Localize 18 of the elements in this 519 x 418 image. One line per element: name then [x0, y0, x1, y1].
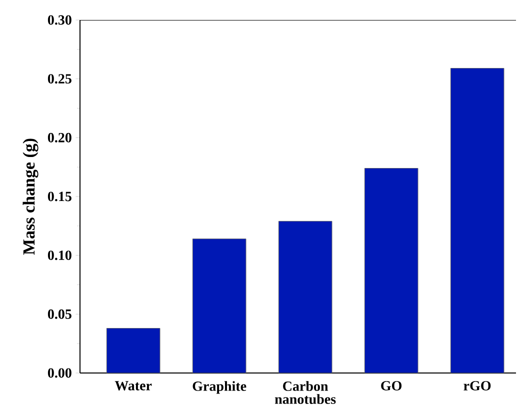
bar: [450, 68, 504, 373]
bar: [192, 238, 246, 373]
x-tick-label: Water: [114, 381, 152, 390]
y-tick-label: 0.05: [48, 309, 72, 319]
x-tick-label: Graphite: [192, 381, 246, 394]
x-tick-label: Carbon nanotubes: [274, 381, 336, 404]
y-tick-label: 0.25: [48, 74, 72, 84]
y-tick-label: 0.30: [48, 15, 72, 25]
bar: [106, 328, 160, 373]
bar: [364, 168, 418, 373]
y-tick-label: 0.00: [48, 368, 72, 378]
x-tick-label: rGO: [464, 381, 491, 390]
y-tick-label: 0.10: [48, 250, 72, 260]
y-tick-label: 0.20: [48, 132, 72, 142]
bar: [278, 220, 332, 373]
y-tick-label: 0.15: [48, 192, 72, 202]
y-axis-title: Mass change (g): [22, 138, 38, 255]
x-tick-label: GO: [381, 381, 402, 390]
